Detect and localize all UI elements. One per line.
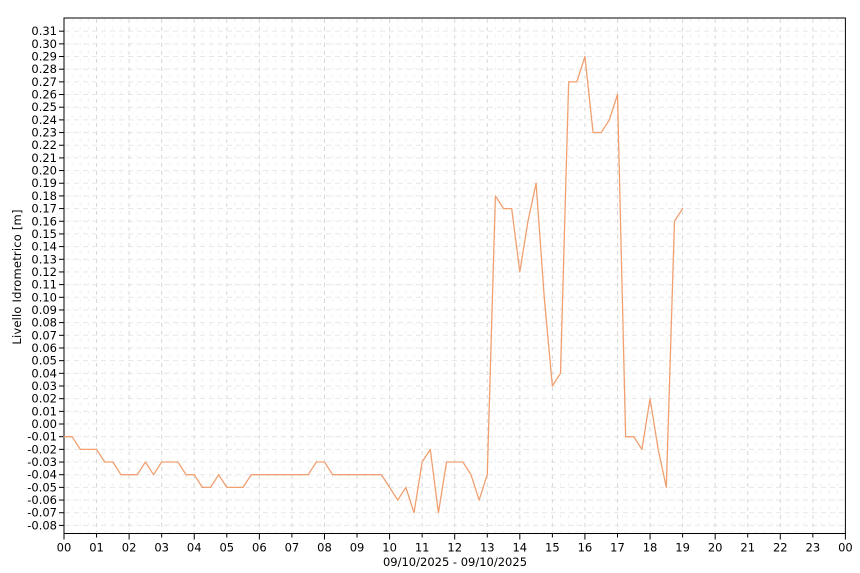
y-tick-label: 0.11 (31, 278, 57, 292)
x-tick-label: 11 (415, 541, 430, 555)
y-tick-label: 0.13 (31, 252, 57, 266)
y-axis-title: Livello Idrometrico [m] (10, 209, 24, 345)
y-tick-label: -0.06 (27, 493, 57, 507)
y-tick-label: -0.02 (27, 442, 57, 456)
y-tick-label: 0.08 (31, 316, 57, 330)
y-tick-label: 0.07 (31, 328, 57, 342)
y-tick-label: 0.28 (31, 62, 57, 76)
y-tick-label: 0.17 (31, 202, 57, 216)
y-tick-label: 0.18 (31, 189, 57, 203)
x-tick-label: 14 (512, 541, 527, 555)
x-tick-label: 13 (480, 541, 495, 555)
x-tick-label: 15 (545, 541, 560, 555)
level-line (63, 55, 684, 514)
x-tick-label: 12 (447, 541, 462, 555)
y-tick-label: 0.24 (31, 113, 57, 127)
y-tick-label: 0.16 (31, 214, 57, 228)
y-tick-label: 0.06 (31, 341, 57, 355)
y-tick-label: 0.05 (31, 354, 57, 368)
y-tick-label: 0.03 (31, 379, 57, 393)
y-tick-label: 0.10 (31, 290, 57, 304)
x-tick-label: 10 (382, 541, 397, 555)
y-tick-label: -0.01 (27, 430, 57, 444)
x-tick-label: 08 (317, 541, 332, 555)
y-tick-label: -0.08 (27, 518, 57, 532)
y-tick-label: 0.29 (31, 50, 57, 64)
y-tick-label: -0.05 (27, 480, 57, 494)
x-axis-title: 09/10/2025 - 09/10/2025 (382, 555, 528, 569)
y-tick-label: 0.22 (31, 138, 57, 152)
x-tick-label: 20 (708, 541, 723, 555)
y-tick-label: 0.14 (31, 240, 57, 254)
y-tick-label: 0.23 (31, 126, 57, 140)
y-tick-label: -0.07 (27, 506, 57, 520)
x-tick-label: 22 (773, 541, 788, 555)
x-tick-label: 00 (838, 541, 853, 555)
x-tick-label: 02 (122, 541, 137, 555)
x-tick-label: 05 (219, 541, 234, 555)
y-tick-label: 0.15 (31, 227, 57, 241)
x-tick-label: 21 (740, 541, 755, 555)
y-tick-label: 0.27 (31, 75, 57, 89)
y-tick-label: 0.31 (31, 24, 57, 38)
y-tick-label: 0.30 (31, 37, 57, 51)
y-tick-label: 0.09 (31, 303, 57, 317)
x-tick-label: 04 (187, 541, 202, 555)
y-tick-label: 0.12 (31, 265, 57, 279)
x-tick-label: 06 (252, 541, 267, 555)
y-tick-label: 0.20 (31, 164, 57, 178)
y-tick-label: 0.04 (31, 366, 57, 380)
y-tick-label: -0.03 (27, 455, 57, 469)
y-tick-label: -0.04 (27, 468, 57, 482)
x-tick-label: 23 (806, 541, 821, 555)
x-tick-label: 09 (350, 541, 365, 555)
x-tick-label: 07 (285, 541, 300, 555)
y-tick-label: 0.01 (31, 404, 57, 418)
x-tick-label: 19 (675, 541, 690, 555)
y-tick-label: 0.00 (31, 417, 57, 431)
y-tick-label: 0.26 (31, 88, 57, 102)
y-tick-label: 0.21 (31, 151, 57, 165)
x-tick-label: 03 (154, 541, 169, 555)
x-tick-label: 17 (610, 541, 625, 555)
y-tick-label: 0.02 (31, 392, 57, 406)
x-tick-label: 00 (57, 541, 72, 555)
y-tick-label: 0.25 (31, 100, 57, 114)
x-tick-label: 18 (643, 541, 658, 555)
x-tick-label: 01 (89, 541, 104, 555)
x-tick-label: 16 (578, 541, 593, 555)
y-tick-label: 0.19 (31, 176, 57, 190)
